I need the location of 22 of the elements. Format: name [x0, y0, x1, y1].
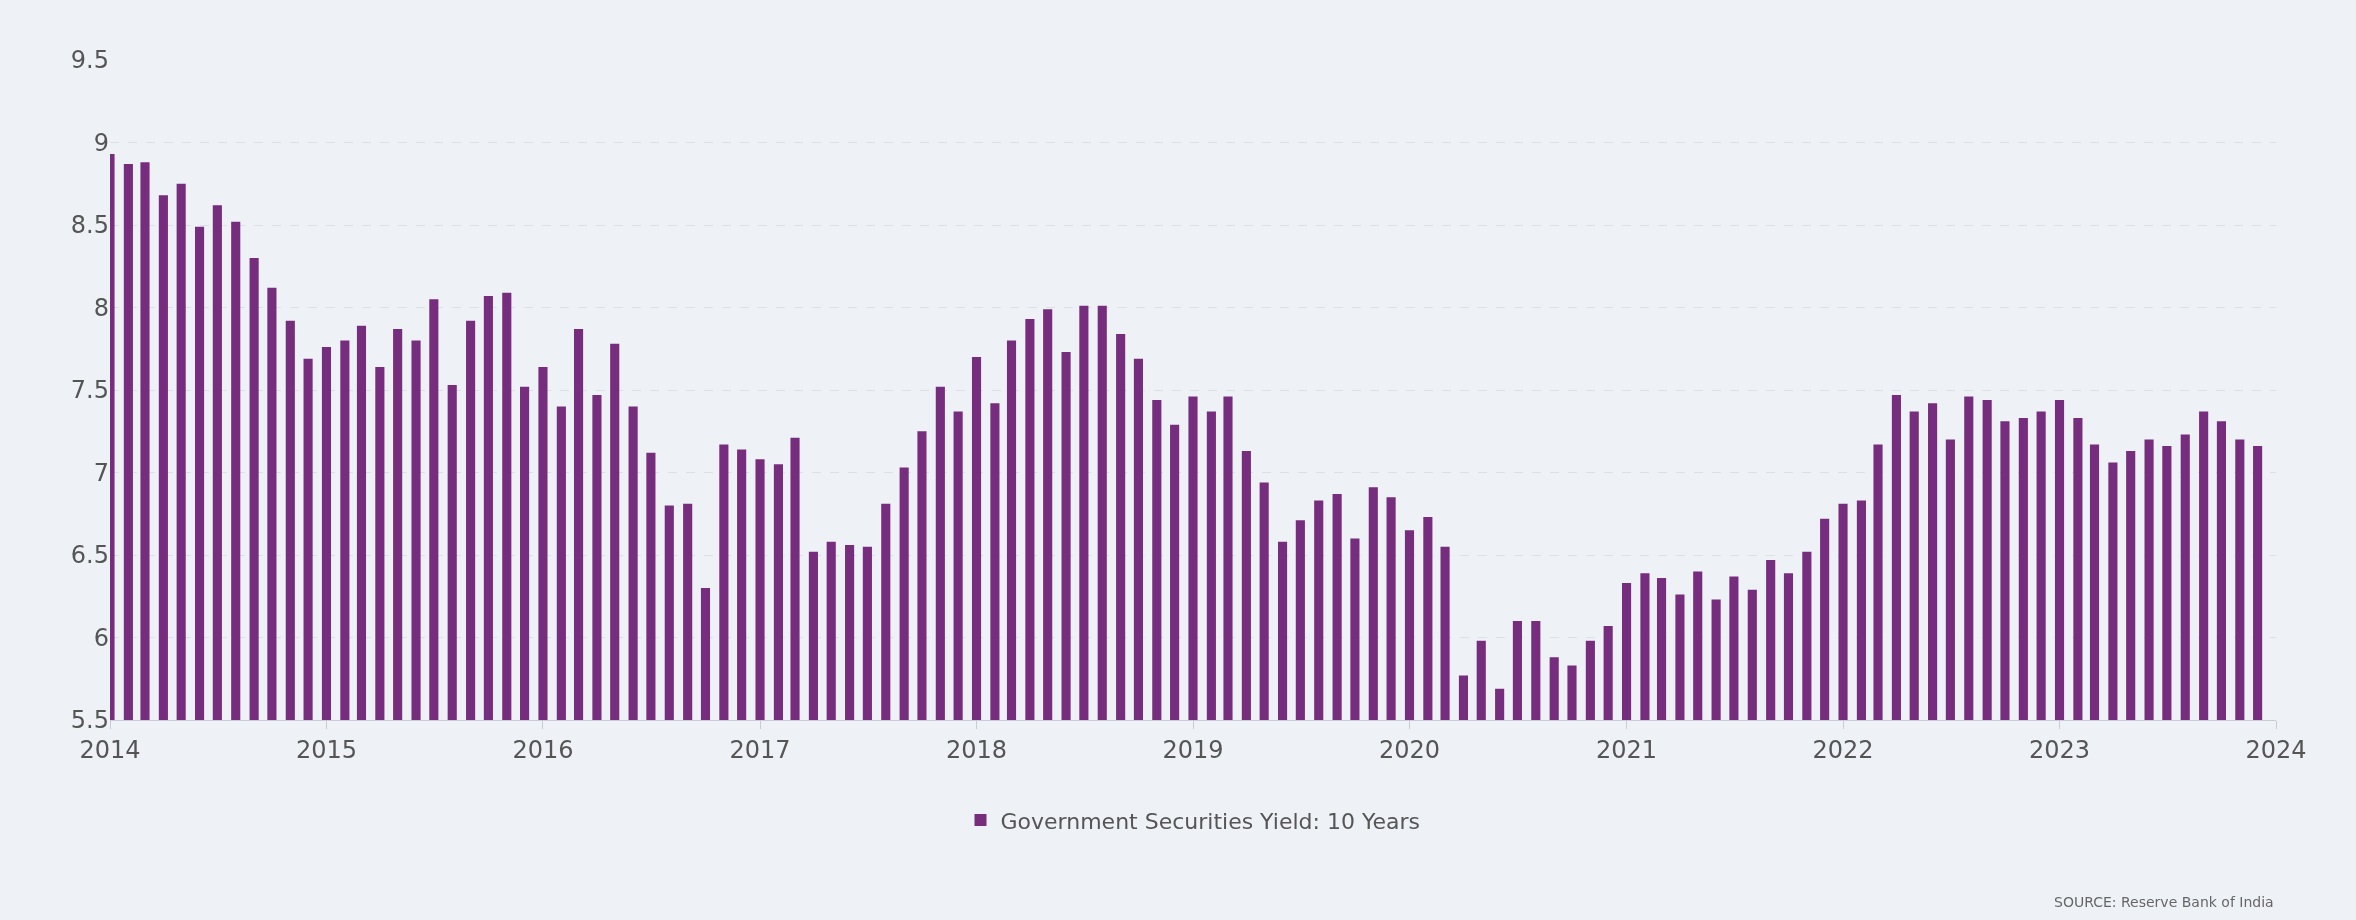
y-tick-label: 6 [93, 623, 109, 652]
legend-label: Government Securities Yield: 10 Years [1000, 808, 1420, 834]
y-tick-label: 9.5 [70, 46, 109, 75]
x-tick-label: 2021 [1596, 735, 1658, 764]
y-tick-label: 8 [93, 293, 109, 322]
y-tick-label: 8.5 [70, 211, 109, 240]
x-tick-label: 2016 [512, 735, 574, 764]
y-tick-label: 7 [93, 458, 109, 487]
x-tick-label: 2020 [1378, 735, 1441, 764]
x-tick-label: 2024 [2245, 735, 2307, 764]
x-tick-label: 2023 [2028, 735, 2091, 764]
y-tick-label: 7.5 [70, 376, 109, 405]
y-tick-label: 9 [93, 128, 109, 157]
x-tick-label: 2018 [945, 735, 1008, 764]
x-tick-label: 2017 [729, 735, 791, 764]
y-tick-label: 6.5 [70, 541, 109, 570]
x-tick-label: 2022 [1812, 735, 1874, 764]
x-tick-label: 2014 [79, 735, 141, 764]
y-tick-label: 5.5 [70, 706, 109, 735]
x-tick-label: 2019 [1162, 735, 1224, 764]
x-tick-label: 2015 [295, 735, 358, 764]
source-note: SOURCE: Reserve Bank of India [2054, 894, 2274, 910]
